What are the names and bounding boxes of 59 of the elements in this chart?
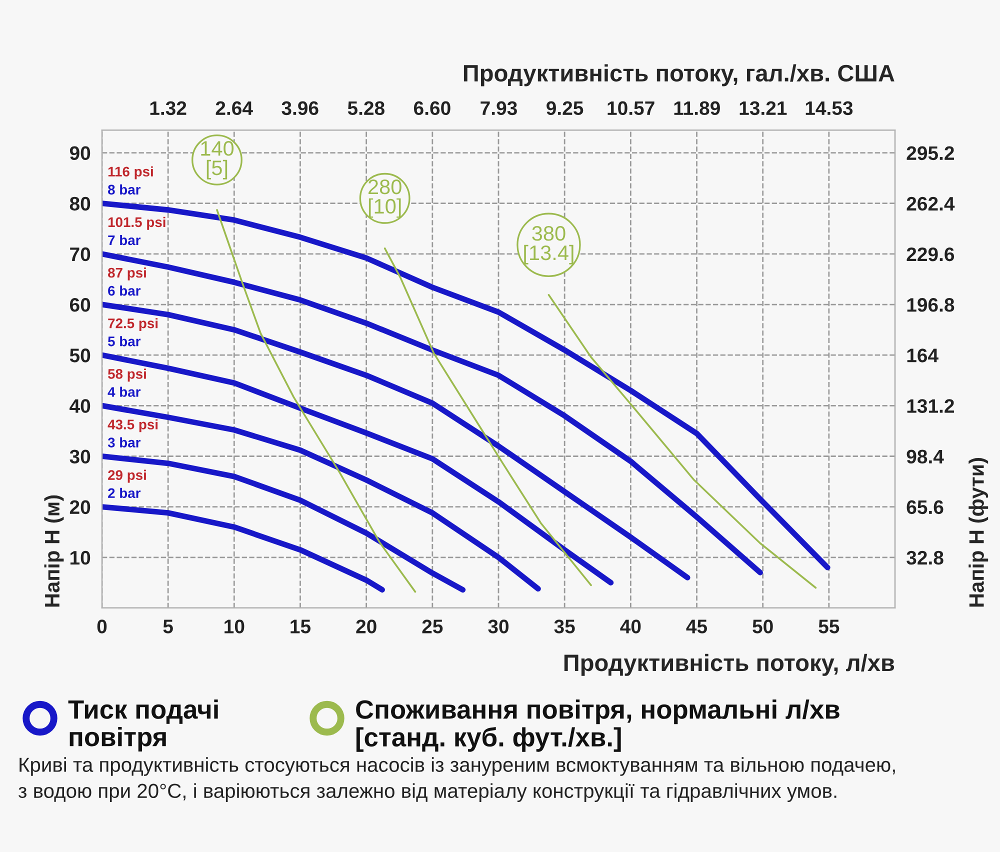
y2-tick-label: 98.4 [906, 450, 944, 464]
series-label: 43.5 psi 3 bar [108, 419, 158, 448]
x-tick-label: 40 [620, 620, 641, 634]
y2-tick-label: 164 [907, 348, 938, 362]
x-tick-label: 45 [686, 620, 708, 634]
y-tick-label: 50 [70, 348, 90, 362]
y2-tick-label: 229.6 [906, 247, 954, 262]
series-label: 380 [13.4] [524, 226, 574, 264]
series-label: 280 [10] [368, 180, 402, 218]
x-tick-label: 5 [163, 620, 173, 634]
y2-tick-label: 32.8 [906, 550, 944, 565]
x2-axis-title: Продуктивність потоку, гал./хв. США [464, 64, 894, 86]
x2-tick-label: 1.32 [150, 101, 186, 116]
x-tick-label: 15 [290, 620, 311, 634]
x2-tick-label: 14.53 [806, 101, 853, 116]
x-tick-label: 25 [422, 620, 443, 634]
line-series [548, 294, 817, 589]
x-tick-label: 0 [97, 620, 107, 634]
y2-tick-label: 131.2 [907, 399, 954, 413]
x2-tick-label: 7.93 [480, 101, 517, 116]
y2-tick-label: 65.6 [906, 500, 944, 514]
text: Тиск подачі повітря [68, 699, 218, 752]
y-tick-label: 80 [70, 196, 90, 211]
y-tick-label: 90 [70, 146, 90, 160]
x-axis-title: Продуктивність потоку, л/хв [564, 654, 894, 676]
x-tick-label: 20 [356, 620, 376, 634]
y-tick-label: 70 [70, 247, 90, 262]
y-tick-label: 30 [70, 450, 90, 464]
x-tick-label: 50 [752, 620, 773, 634]
y2-tick-label: 196.8 [907, 298, 954, 312]
series-label: 87 psi 6 bar [108, 267, 146, 296]
y2-axis-title: Напір Н (фути) [968, 458, 988, 607]
series-label: 29 psi 2 bar [108, 470, 146, 498]
x-tick-label: 35 [554, 620, 575, 634]
x-tick-label: 10 [224, 620, 244, 634]
y2-tick-label: 262.4 [906, 196, 955, 211]
x2-tick-label: 13.21 [740, 101, 787, 116]
series-label: 140 [5] [201, 141, 234, 180]
y-tick-label: 10 [70, 550, 90, 565]
y-axis-title: Напір Н (м) [44, 495, 64, 607]
text: Криві та продуктивність стосуються насосів із зануреним всмоктуванням та вільною подачею, з водою при 20°C, і варіюються залежно від матеріалу конструкції та гідравлічних умов. [18, 757, 895, 802]
x2-tick-label: 2.64 [216, 101, 253, 116]
series-label: 72.5 psi 5 bar [108, 318, 158, 346]
x2-tick-label: 3.96 [282, 101, 318, 116]
series-label: 58 psi 4 bar [108, 368, 146, 397]
x-tick-label: 55 [818, 620, 840, 634]
x2-tick-label: 5.28 [348, 101, 384, 116]
x-tick-label: 30 [488, 620, 509, 634]
y-tick-label: 60 [70, 298, 90, 312]
text: Споживання повітря, нормальні л/хв [станд. куб. фут./хв.] [356, 699, 840, 752]
series-label: 116 psi 8 bar [108, 166, 153, 195]
series-label: 101.5 psi 7 bar [108, 216, 166, 246]
y-tick-label: 40 [70, 399, 90, 413]
y2-tick-label: 295.2 [906, 146, 954, 160]
x2-tick-label: 10.57 [608, 101, 654, 116]
y-tick-label: 20 [70, 500, 90, 514]
x2-tick-label: 6.60 [414, 101, 450, 116]
x2-tick-label: 9.25 [546, 101, 584, 116]
x2-tick-label: 11.89 [674, 101, 720, 116]
